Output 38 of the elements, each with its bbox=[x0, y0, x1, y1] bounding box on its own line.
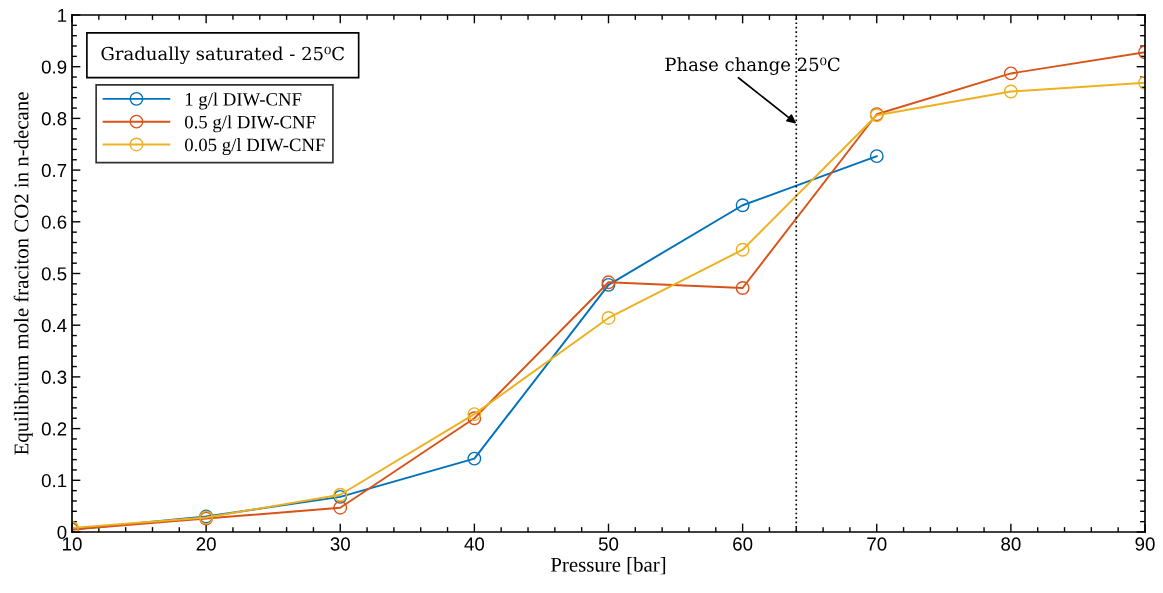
y-tick-label: 0.3 bbox=[41, 370, 67, 384]
annotation: Phase change 25⁰C bbox=[665, 57, 840, 75]
point bbox=[333, 500, 348, 515]
x-tick-label: 60 bbox=[733, 537, 753, 551]
y-tick-label: 0.5 bbox=[41, 267, 67, 281]
y-tick-label: 0 bbox=[57, 525, 67, 539]
point bbox=[735, 198, 750, 213]
legend-label: 0.05 g/l DIW-CNF bbox=[184, 138, 325, 156]
y-tick-label: 0.7 bbox=[41, 163, 67, 178]
y-tick-label: 0.8 bbox=[41, 112, 67, 126]
point bbox=[1003, 66, 1018, 81]
point bbox=[467, 411, 482, 426]
point bbox=[601, 311, 616, 325]
point bbox=[735, 242, 750, 257]
annotation: Gradually saturated - 25⁰C bbox=[101, 46, 345, 65]
point bbox=[467, 407, 482, 422]
point bbox=[1003, 84, 1018, 99]
x-tick-label: 40 bbox=[464, 537, 485, 551]
y-tick-label: 0.6 bbox=[41, 215, 67, 229]
legend-label: 0.5 g/l DIW-CNF bbox=[184, 115, 316, 133]
x-tick-label: 90 bbox=[1135, 537, 1155, 551]
y-tick-label: 0.1 bbox=[41, 474, 67, 488]
x-tick-label: 20 bbox=[196, 537, 216, 551]
y-tick-label: 0.4 bbox=[41, 318, 67, 333]
y-tick-label: 1 bbox=[58, 8, 67, 22]
point bbox=[869, 149, 884, 164]
y-tick-label: 0.9 bbox=[41, 60, 67, 74]
y-tick-label: 0.2 bbox=[41, 422, 67, 436]
y-axis-title: Equilibrium mole fraciton CO2 in n-decane bbox=[13, 92, 33, 455]
x-tick-label: 70 bbox=[867, 537, 887, 551]
point bbox=[467, 451, 482, 466]
point bbox=[735, 281, 750, 295]
x-tick-label: 80 bbox=[1001, 537, 1021, 551]
x-axis-title: Pressure [bar] bbox=[550, 557, 666, 575]
x-tick-label: 50 bbox=[598, 537, 619, 551]
x-tick-label: 30 bbox=[330, 537, 350, 551]
legend-label: 1 g/l DIW-CNF bbox=[185, 92, 302, 110]
x-tick-label: 10 bbox=[63, 537, 82, 551]
